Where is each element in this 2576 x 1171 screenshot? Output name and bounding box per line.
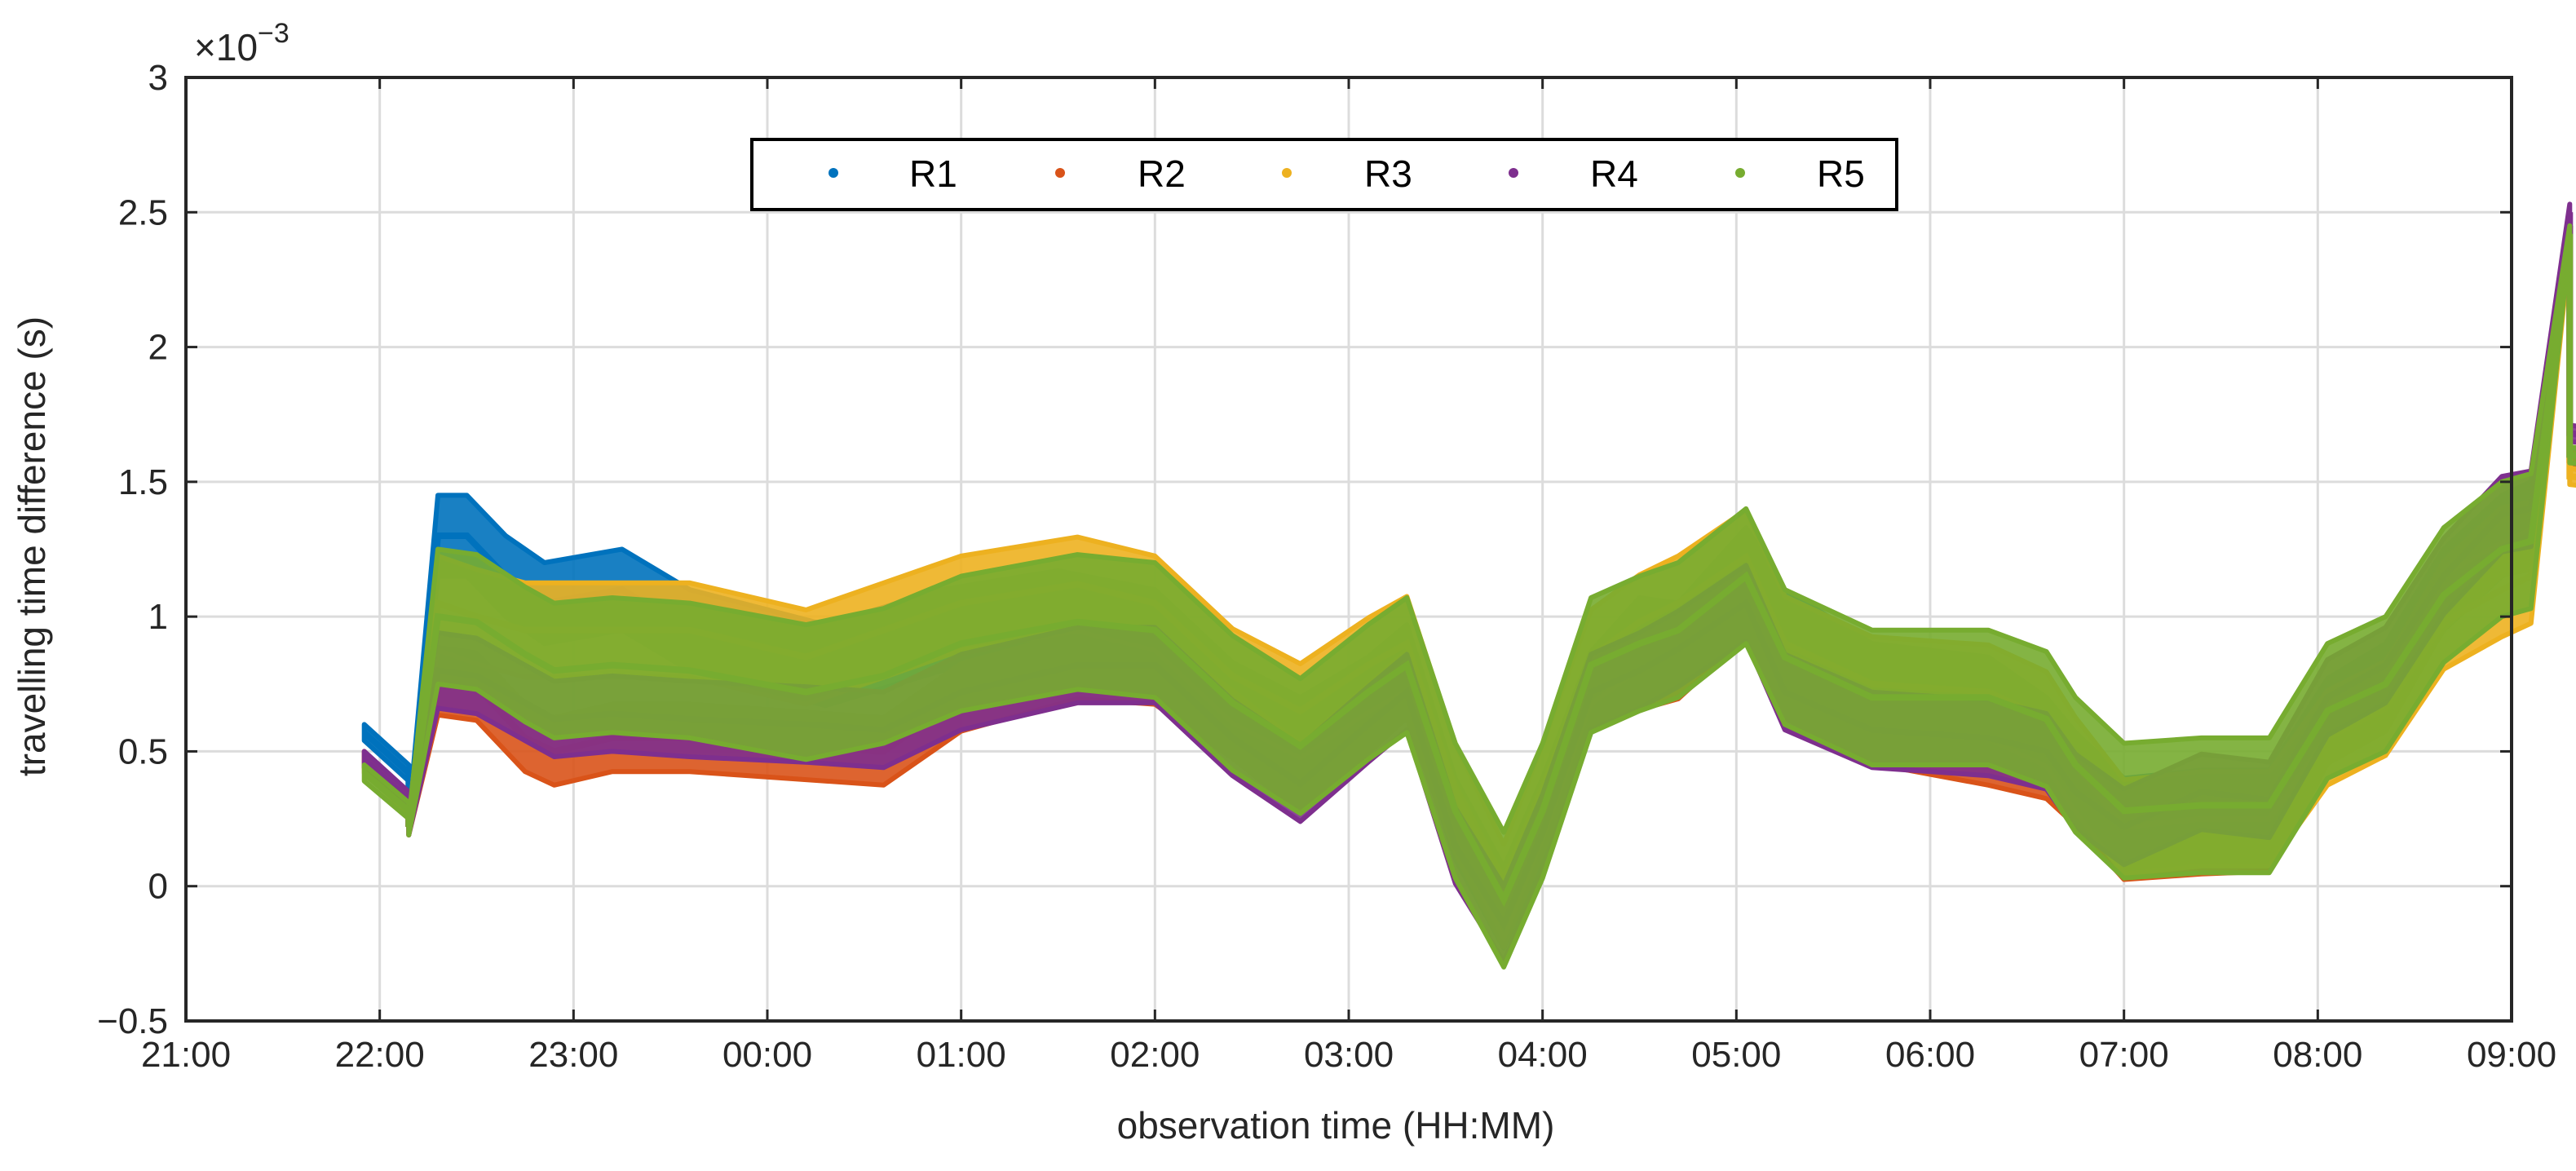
legend-label-r5: R5 bbox=[1817, 152, 1865, 195]
y-tick-label: 2.5 bbox=[118, 192, 168, 232]
tick-layer: 21:00 22:00 23:00 00:00 01:00 02:00 03:00 04:00… bbox=[97, 58, 2556, 1075]
y-exponent-label: ×10−3 bbox=[194, 18, 289, 68]
x-axis-title: observation time (HH:MM) bbox=[1117, 1104, 1555, 1147]
x-tick-label: 08:00 bbox=[2273, 1035, 2362, 1075]
x-tick-label: 23:00 bbox=[528, 1035, 618, 1075]
x-tick-label: 22:00 bbox=[335, 1035, 425, 1075]
x-tick-label: 04:00 bbox=[1498, 1035, 1588, 1075]
y-tick-label: 2 bbox=[148, 328, 168, 368]
x-tick-label: 01:00 bbox=[917, 1035, 1006, 1075]
legend-label-r3: R3 bbox=[1364, 152, 1412, 195]
y-tick-label: 1.5 bbox=[118, 462, 168, 502]
legend-marker-r1 bbox=[828, 168, 838, 178]
legend: R1 R2 R3 R4 R5 bbox=[750, 138, 1898, 211]
legend-box bbox=[750, 138, 1898, 211]
legend-label-r1: R1 bbox=[909, 152, 957, 195]
legend-marker-r3 bbox=[1282, 168, 1292, 178]
y-tick-label: 3 bbox=[148, 58, 168, 98]
y-tick-label: −0.5 bbox=[97, 1001, 168, 1041]
x-tick-label: 03:00 bbox=[1304, 1035, 1394, 1075]
legend-label-r4: R4 bbox=[1590, 152, 1638, 195]
x-tick-label: 05:00 bbox=[1691, 1035, 1781, 1075]
x-tick-label: 00:00 bbox=[722, 1035, 812, 1075]
x-tick-label: 06:00 bbox=[1885, 1035, 1975, 1075]
y-tick-label: 1 bbox=[148, 597, 168, 637]
x-tick-label: 09:00 bbox=[2467, 1035, 2556, 1075]
legend-label-r2: R2 bbox=[1138, 152, 1186, 195]
y-exponent-power: −3 bbox=[258, 18, 289, 49]
series-r5 bbox=[361, 223, 2576, 970]
series-line bbox=[362, 233, 2576, 908]
series-layer bbox=[361, 201, 2576, 970]
series-band bbox=[361, 223, 2576, 970]
legend-marker-r2 bbox=[1055, 168, 1065, 178]
y-tick-label: 0 bbox=[148, 867, 168, 907]
legend-marker-r4 bbox=[1509, 168, 1518, 178]
x-tick-label: 07:00 bbox=[2079, 1035, 2169, 1075]
y-tick-label: 0.5 bbox=[118, 731, 168, 771]
x-tick-label: 02:00 bbox=[1110, 1035, 1200, 1075]
y-exponent-base: ×10 bbox=[194, 26, 258, 68]
x-tick-label: 21:00 bbox=[141, 1035, 231, 1075]
y-axis-title: travelling time difference (s) bbox=[11, 316, 53, 776]
legend-marker-r5 bbox=[1735, 168, 1745, 178]
